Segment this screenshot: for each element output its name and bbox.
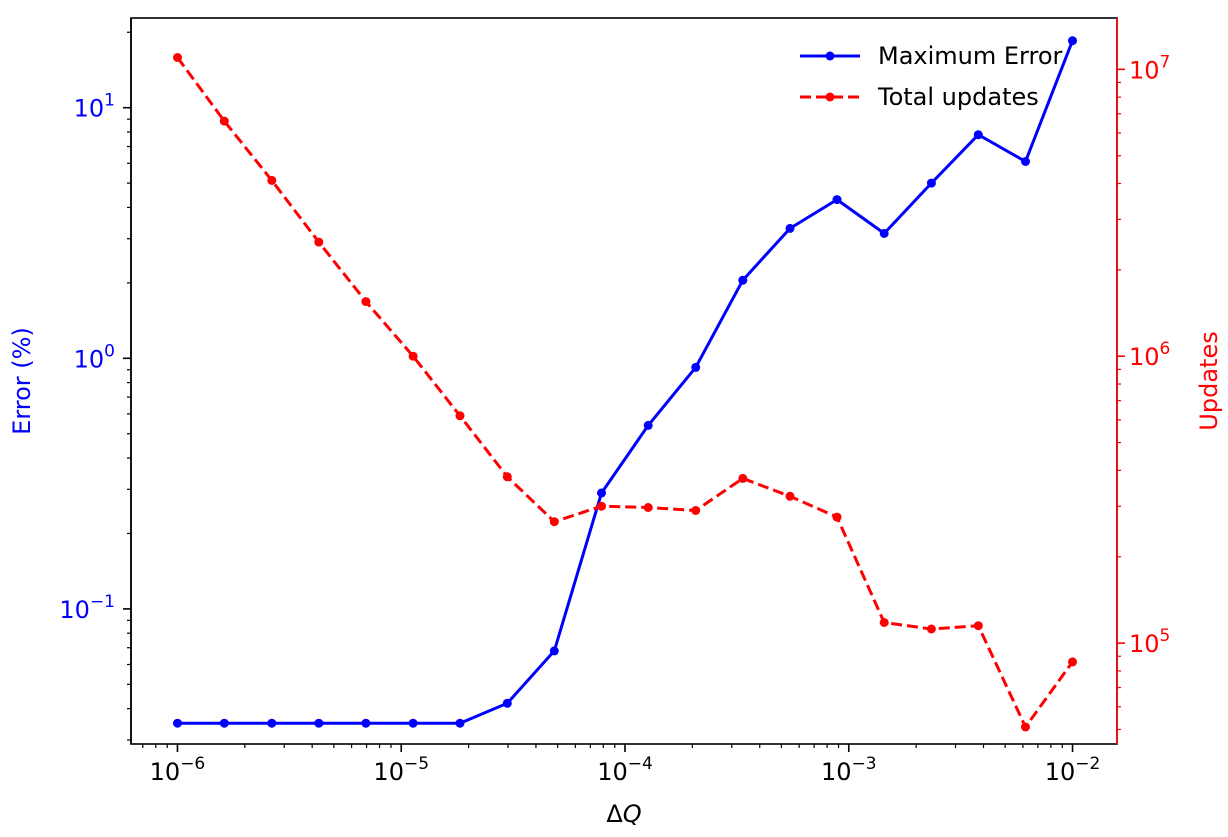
total-updates-point	[314, 237, 324, 247]
right-y-axis-label: Updates	[1195, 331, 1223, 430]
total-updates-point	[926, 624, 936, 634]
maximum-error-point	[832, 195, 842, 205]
maximum-error-point	[361, 718, 371, 728]
maximum-error-point	[549, 646, 559, 656]
legend-label: Maximum Error	[878, 42, 1063, 70]
left-tick-label: 10−1	[59, 592, 115, 624]
total-updates-point	[738, 473, 748, 483]
total-updates-point	[219, 116, 229, 126]
total-updates-point	[502, 472, 512, 482]
maximum-error-point	[973, 130, 983, 140]
legend-swatch-marker	[825, 92, 835, 102]
total-updates-point	[1068, 657, 1077, 667]
x-tick-label: 10−4	[597, 754, 653, 786]
left-y-axis-label: Error (%)	[8, 327, 36, 435]
total-updates-point	[879, 618, 889, 627]
x-tick-label: 10−3	[821, 754, 877, 786]
maximum-error-point	[785, 223, 795, 233]
total-updates-point	[832, 512, 842, 522]
maximum-error-point	[926, 178, 936, 188]
maximum-error-point	[455, 718, 465, 728]
maximum-error-point	[173, 718, 182, 728]
total-updates-point	[267, 175, 277, 185]
x-tick-label: 10−5	[373, 754, 429, 786]
total-updates-point	[1021, 722, 1030, 732]
x-tick-label: 10−2	[1045, 754, 1101, 786]
series-line-maximum-error	[177, 40, 1074, 725]
total-updates-point	[455, 411, 465, 421]
maximum-error-point	[1021, 157, 1030, 166]
total-updates-point	[549, 517, 559, 527]
total-updates-point	[973, 621, 983, 631]
legend-swatch-marker	[825, 51, 835, 61]
maximum-error-point	[738, 275, 748, 285]
x-tick-label: 10−6	[150, 754, 206, 786]
x-axis-label: ΔQ	[606, 800, 641, 828]
major-ticks	[123, 68, 1125, 752]
maximum-error-point	[1068, 36, 1077, 46]
series-line-total-updates	[176, 56, 1074, 729]
total-updates-point	[408, 351, 418, 361]
right-tick-label: 107	[1129, 52, 1170, 84]
maximum-error-point	[314, 718, 324, 728]
right-tick-label: 106	[1129, 339, 1170, 371]
plot-lines	[173, 36, 1077, 732]
total-updates-point	[361, 297, 371, 307]
maximum-error-point	[597, 488, 606, 498]
total-updates-point	[597, 501, 606, 511]
maximum-error-point	[219, 718, 229, 728]
right-tick-label: 105	[1129, 626, 1170, 658]
total-updates-point	[785, 491, 795, 501]
maximum-error-point	[691, 362, 701, 372]
maximum-error-point	[267, 718, 277, 728]
total-updates-point	[691, 506, 701, 515]
maximum-error-point	[643, 420, 653, 430]
maximum-error-point	[879, 228, 889, 238]
legend-label: Total updates	[877, 83, 1039, 111]
left-tick-label: 100	[74, 341, 115, 373]
left-tick-label: 101	[74, 91, 115, 123]
legend: Maximum Error Total updates	[800, 42, 1063, 111]
total-updates-point	[173, 53, 182, 62]
maximum-error-point	[408, 718, 418, 728]
total-updates-point	[643, 503, 653, 512]
tick-labels: 10−6 10−5 10−4 10−3 10−2 101 100 10−1 107 106 105	[59, 52, 1170, 786]
maximum-error-point	[502, 698, 512, 708]
